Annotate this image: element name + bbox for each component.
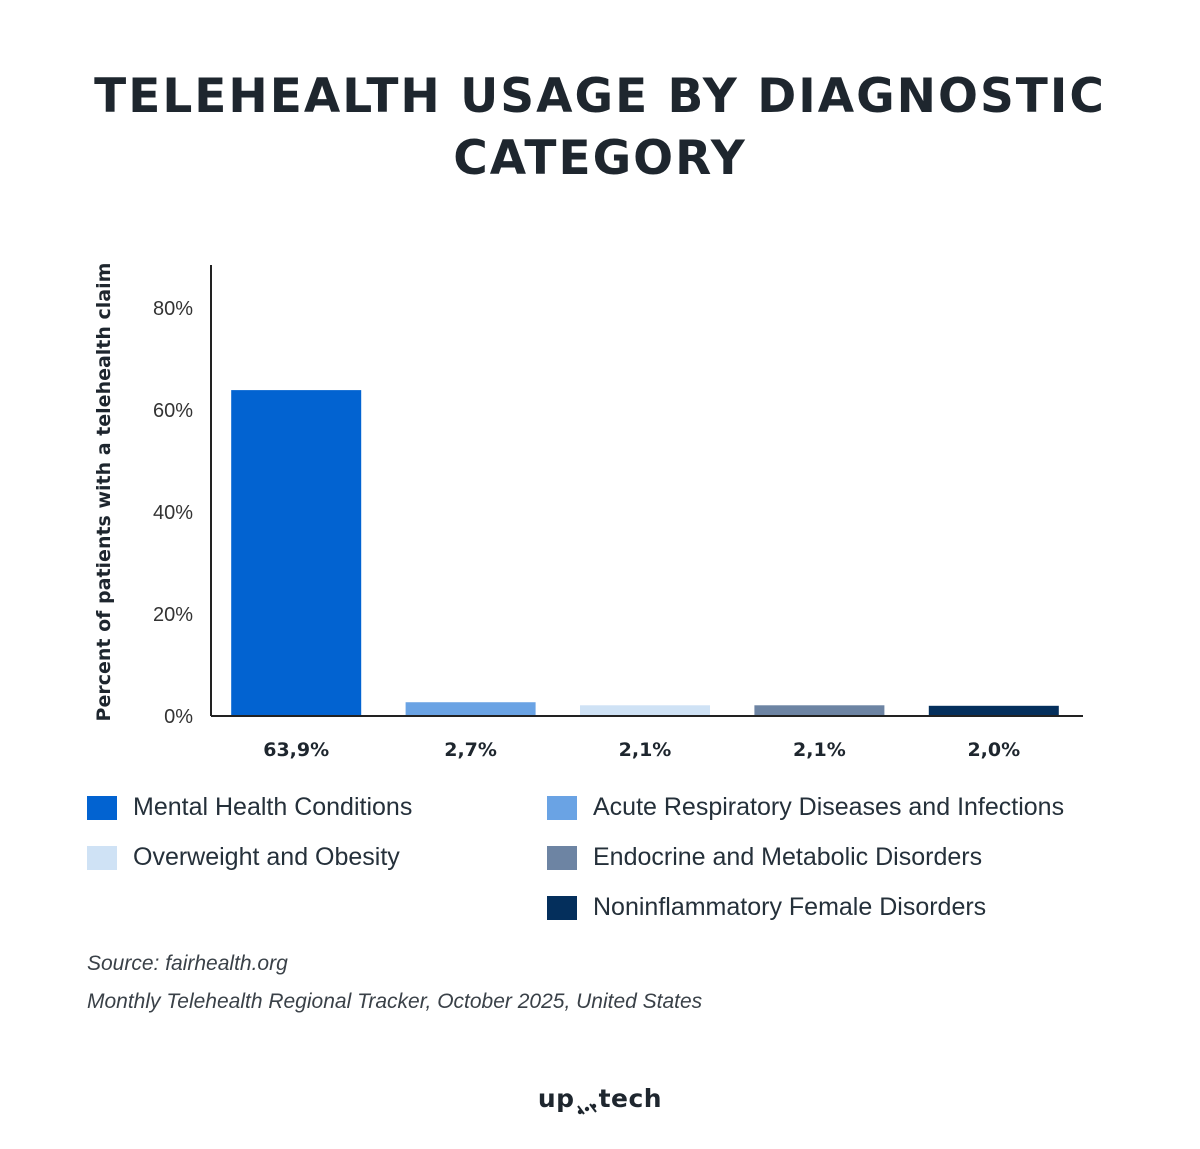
legend-label-noninflammatory: Noninflammatory Female Disorders — [593, 893, 987, 921]
bar-value-label: 63,9% — [263, 739, 329, 761]
logo-mark-icon — [576, 1093, 598, 1115]
legend-label-acute-respiratory: Acute Respiratory Diseases and Infection… — [593, 793, 1065, 821]
legend-swatch-endocrine — [547, 845, 577, 870]
uptech-logo: up tech — [0, 1084, 1200, 1115]
y-tick-label: 0% — [164, 706, 193, 728]
legend-label-mental-health: Mental Health Conditions — [133, 793, 413, 821]
legend-item-noninflammatory: Noninflammatory Female Disorders — [547, 893, 986, 922]
legend-swatch-overweight — [87, 845, 117, 870]
logo-text-right: tech — [598, 1084, 663, 1113]
legend-item-mental-health: Mental Health Conditions — [87, 793, 412, 822]
logo-text-left: up — [537, 1084, 575, 1113]
bar — [580, 705, 710, 716]
bar — [231, 390, 362, 716]
legend-label-endocrine: Endocrine and Metabolic Disorders — [593, 843, 983, 871]
title-line-1: TELEHEALTH USAGE BY DIAGNOSTIC — [94, 69, 1106, 124]
legend-swatch-mental-health — [87, 795, 117, 820]
source-text: Source: fairhealth.org — [87, 952, 288, 975]
bar-chart: Percent of patients with a telehealth cl… — [93, 263, 1083, 761]
bar-value-label: 2,7% — [444, 739, 497, 761]
legend-item-acute-respiratory: Acute Respiratory Diseases and Infection… — [547, 793, 1064, 822]
legend-item-endocrine: Endocrine and Metabolic Disorders — [547, 843, 982, 872]
bar — [405, 702, 536, 716]
bar — [754, 705, 885, 716]
y-tick-label: 20% — [153, 604, 193, 626]
legend-label-overweight: Overweight and Obesity — [133, 843, 400, 871]
title-line-2: CATEGORY — [453, 131, 747, 186]
y-axis-title: Percent of patients with a telehealth cl… — [93, 263, 115, 722]
bar-value-label: 2,0% — [967, 739, 1020, 761]
y-tick-label: 80% — [153, 298, 193, 320]
legend-swatch-noninflammatory — [547, 895, 577, 920]
y-tick-label: 60% — [153, 400, 193, 422]
tracker-text: Monthly Telehealth Regional Tracker, Oct… — [87, 990, 703, 1013]
chart-title: TELEHEALTH USAGE BY DIAGNOSTIC CATEGORY — [0, 66, 1200, 190]
y-tick-label: 40% — [153, 502, 193, 524]
bar-value-label: 2,1% — [619, 739, 672, 761]
bar — [928, 705, 1059, 716]
legend-swatch-acute-respiratory — [547, 795, 577, 820]
legend-item-overweight: Overweight and Obesity — [87, 843, 400, 872]
bar-value-label: 2,1% — [793, 739, 846, 761]
